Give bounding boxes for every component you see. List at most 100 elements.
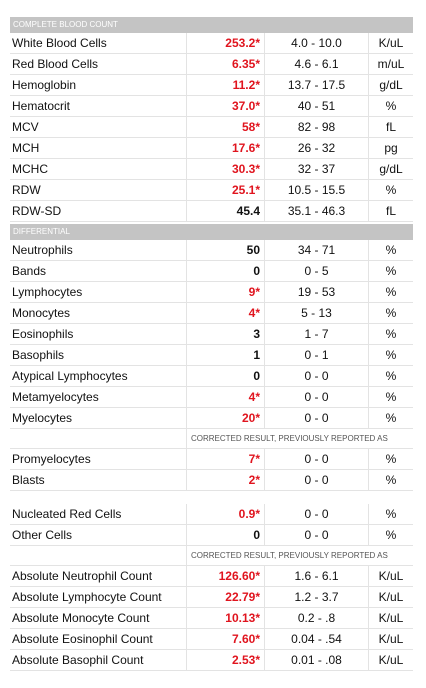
result-row: Absolute Neutrophil Count 126.60* 1.6 - 6.… [10,566,413,587]
test-name: Absolute Basophil Count [10,650,187,670]
unit: % [385,369,397,383]
result-value: 0 [187,366,265,386]
note-text: CORRECTED RESULT, PREVIOUSLY REPORTED AS [191,434,388,443]
result-value: 30.3* [187,159,265,179]
result-row: Hemoglobin 11.2* 13.7 - 17.5 g/dL [10,75,413,96]
result-value: 2.53* [187,650,265,670]
test-name: Lymphocytes [10,282,187,302]
result-row: RDW-SD 45.4 35.1 - 46.3 fL [10,201,413,222]
result-row: Monocytes 4* 5 - 13% [10,303,413,324]
test-name: Bands [10,261,187,281]
section-header: DIFFERENTIAL [10,224,413,240]
reference-range: 1 - 7 [265,324,369,344]
test-name: MCH [10,138,187,158]
unit: % [385,452,397,466]
test-name: MCV [10,117,187,137]
result-row: Absolute Basophil Count 2.53* 0.01 - .08 K/… [10,650,413,671]
unit: % [385,243,397,257]
result-row: RDW 25.1* 10.5 - 15.5% [10,180,413,201]
result-value: 22.79* [187,587,265,607]
test-name: Metamyelocytes [10,387,187,407]
result-value: 17.6* [187,138,265,158]
result-value: 0 [187,525,265,545]
reference-range: 10.5 - 15.5 [265,180,369,200]
result-row: White Blood Cells 253.2* 4.0 - 10.0 K/uL [10,33,413,54]
result-value: 50 [187,240,265,260]
test-name: Absolute Lymphocyte Count [10,587,187,607]
unit: % [385,264,397,278]
result-value: 2* [187,470,265,490]
result-row: Hematocrit 37.0* 40 - 51% [10,96,413,117]
result-row: Absolute Eosinophil Count 7.60* 0.04 - .54… [10,629,413,650]
section-header: COMPLETE BLOOD COUNT [10,17,413,33]
result-value: 3 [187,324,265,344]
unit: K/uL [378,611,404,625]
test-name: Basophils [10,345,187,365]
unit: % [385,348,397,362]
test-name: RDW [10,180,187,200]
reference-range: 26 - 32 [265,138,369,158]
result-value: 7.60* [187,629,265,649]
result-row: Other Cells 0 0 - 0% [10,525,413,546]
result-value: 0.9* [187,504,265,524]
result-value: 1 [187,345,265,365]
result-value: 7* [187,449,265,469]
reference-range: 0 - 0 [265,449,369,469]
result-row: Metamyelocytes 4* 0 - 0% [10,387,413,408]
result-value: 6.35* [187,54,265,74]
result-value: 253.2* [187,33,265,53]
reference-range: 0.2 - .8 [265,608,369,628]
reference-range: 0.01 - .08 [265,650,369,670]
note-row: CORRECTED RESULT, PREVIOUSLY REPORTED AS [10,429,413,449]
test-name: Absolute Monocyte Count [10,608,187,628]
result-value: 4* [187,387,265,407]
result-value: 20* [187,408,265,428]
reference-range: 19 - 53 [265,282,369,302]
unit: K/uL [378,632,404,646]
reference-range: 34 - 71 [265,240,369,260]
result-row: Basophils 1 0 - 1% [10,345,413,366]
reference-range: 0 - 0 [265,387,369,407]
unit: % [385,411,397,425]
unit: % [385,528,397,542]
unit: fL [385,204,396,218]
result-value: 0 [187,261,265,281]
result-row: Eosinophils 3 1 - 7% [10,324,413,345]
test-name: Other Cells [10,525,187,545]
reference-range: 0 - 1 [265,345,369,365]
result-row: Lymphocytes 9* 19 - 53% [10,282,413,303]
reference-range: 35.1 - 46.3 [265,201,369,221]
unit: % [385,99,397,113]
result-row: MCH 17.6* 26 - 32 pg [10,138,413,159]
result-value: 11.2* [187,75,265,95]
note-text: CORRECTED RESULT, PREVIOUSLY REPORTED AS [191,551,388,560]
unit: K/uL [378,569,404,583]
unit: % [385,285,397,299]
reference-range: 40 - 51 [265,96,369,116]
reference-range: 5 - 13 [265,303,369,323]
result-row: Myelocytes 20* 0 - 0% [10,408,413,429]
spacer [10,491,413,504]
reference-range: 0 - 0 [265,470,369,490]
reference-range: 32 - 37 [265,159,369,179]
result-value: 58* [187,117,265,137]
result-value: 4* [187,303,265,323]
reference-range: 0 - 0 [265,525,369,545]
test-name: RDW-SD [10,201,187,221]
reference-range: 4.0 - 10.0 [265,33,369,53]
result-row: Blasts 2* 0 - 0% [10,470,413,491]
unit: % [385,507,397,521]
unit: % [385,473,397,487]
test-name: Red Blood Cells [10,54,187,74]
result-row: Red Blood Cells 6.35* 4.6 - 6.1 m/uL [10,54,413,75]
test-name: Atypical Lymphocytes [10,366,187,386]
unit: K/uL [378,590,404,604]
unit: g/dL [379,78,403,92]
test-name: Hematocrit [10,96,187,116]
test-name: Absolute Neutrophil Count [10,566,187,586]
result-value: 37.0* [187,96,265,116]
test-name: Monocytes [10,303,187,323]
unit: % [385,390,397,404]
test-name: Promyelocytes [10,449,187,469]
